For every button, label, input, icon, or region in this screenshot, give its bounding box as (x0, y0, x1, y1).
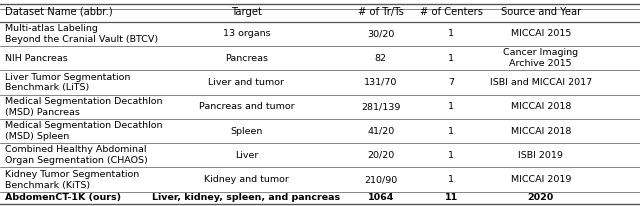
Text: # of Centers: # of Centers (420, 7, 483, 17)
Text: 210/90: 210/90 (364, 175, 397, 184)
Text: ISBI and MICCAI 2017: ISBI and MICCAI 2017 (490, 78, 592, 87)
Text: Liver, kidney, spleen, and pancreas: Liver, kidney, spleen, and pancreas (152, 193, 340, 202)
Text: 281/139: 281/139 (361, 102, 401, 111)
Text: Medical Segmentation Decathlon
(MSD) Spleen: Medical Segmentation Decathlon (MSD) Spl… (5, 121, 163, 141)
Text: Multi-atlas Labeling
Beyond the Cranial Vault (BTCV): Multi-atlas Labeling Beyond the Cranial … (5, 24, 158, 44)
Text: AbdomenCT-1K (ours): AbdomenCT-1K (ours) (5, 193, 121, 202)
Text: 131/70: 131/70 (364, 78, 397, 87)
Text: Medical Segmentation Decathlon
(MSD) Pancreas: Medical Segmentation Decathlon (MSD) Pan… (5, 97, 163, 117)
Text: 2020: 2020 (527, 193, 554, 202)
Text: 1064: 1064 (367, 193, 394, 202)
Text: 82: 82 (375, 54, 387, 63)
Text: 1: 1 (448, 175, 454, 184)
Text: Target: Target (231, 7, 262, 17)
Text: 1: 1 (448, 102, 454, 111)
Text: Spleen: Spleen (230, 126, 262, 136)
Text: 13 organs: 13 organs (223, 29, 270, 38)
Text: MICCAI 2018: MICCAI 2018 (511, 102, 571, 111)
Text: Source and Year: Source and Year (500, 7, 581, 17)
Text: 30/20: 30/20 (367, 29, 394, 38)
Text: 41/20: 41/20 (367, 126, 394, 136)
Text: Dataset Name (abbr.): Dataset Name (abbr.) (5, 7, 113, 17)
Text: 1: 1 (448, 151, 454, 160)
Text: 1: 1 (448, 29, 454, 38)
Text: MICCAI 2019: MICCAI 2019 (511, 175, 571, 184)
Text: Combined Healthy Abdominal
Organ Segmentation (CHAOS): Combined Healthy Abdominal Organ Segment… (5, 145, 148, 165)
Text: # of Tr/Ts: # of Tr/Ts (358, 7, 404, 17)
Text: MICCAI 2018: MICCAI 2018 (511, 126, 571, 136)
Text: Pancreas and tumor: Pancreas and tumor (198, 102, 294, 111)
Text: Pancreas: Pancreas (225, 54, 268, 63)
Text: ISBI 2019: ISBI 2019 (518, 151, 563, 160)
Text: MICCAI 2015: MICCAI 2015 (511, 29, 571, 38)
Text: Liver Tumor Segmentation
Benchmark (LiTS): Liver Tumor Segmentation Benchmark (LiTS… (5, 73, 131, 92)
Text: Liver: Liver (235, 151, 258, 160)
Text: 20/20: 20/20 (367, 151, 394, 160)
Text: 11: 11 (445, 193, 458, 202)
Text: Kidney and tumor: Kidney and tumor (204, 175, 289, 184)
Text: 1: 1 (448, 54, 454, 63)
Text: 7: 7 (448, 78, 454, 87)
Text: NIH Pancreas: NIH Pancreas (5, 54, 68, 63)
Text: Liver and tumor: Liver and tumor (209, 78, 284, 87)
Text: 1: 1 (448, 126, 454, 136)
Text: Cancer Imaging
Archive 2015: Cancer Imaging Archive 2015 (503, 48, 579, 68)
Text: Kidney Tumor Segmentation
Benchmark (KiTS): Kidney Tumor Segmentation Benchmark (KiT… (5, 170, 140, 190)
